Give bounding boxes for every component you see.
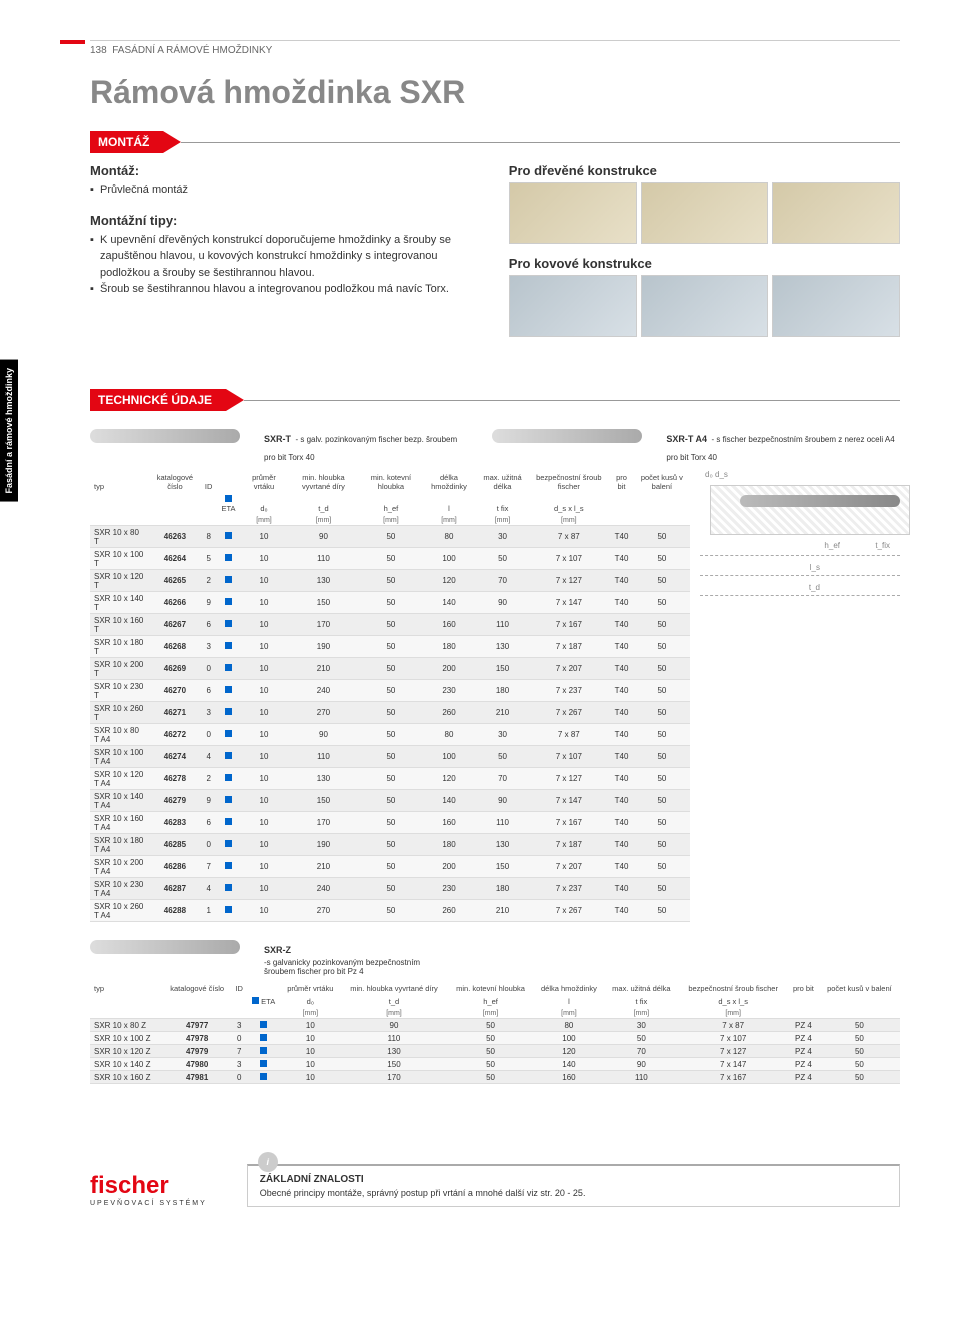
- footer: fischer UPEVŇOVACÍ SYSTÉMY ZÁKLADNÍ ZNAL…: [90, 1144, 900, 1207]
- montaz-item: Průvlečná montáž: [90, 182, 479, 199]
- page-number: 138: [90, 45, 107, 56]
- section-arrow-2: [226, 389, 244, 411]
- header-rule: [90, 40, 900, 41]
- product1-title: SXR-T: [264, 434, 291, 444]
- table-row: SXR 10 x 200 T46269010210502001507 x 207…: [90, 658, 690, 680]
- table-row: SXR 10 x 230 T A446287410240502301807 x …: [90, 878, 690, 900]
- product1-image: [90, 429, 240, 443]
- product1b-image: [492, 429, 642, 443]
- tech-table-1: typkatalogové čísloIDprůměr vrtákumin. h…: [90, 471, 690, 922]
- table-row: SXR 10 x 260 T46271310270502602107 x 267…: [90, 702, 690, 724]
- tipy-list: K upevnění dřevěných konstrukcí doporuču…: [90, 232, 479, 298]
- metal-img-1: [509, 275, 637, 337]
- tipy-item: Šroub se šestihrannou hlavou a integrova…: [90, 281, 479, 298]
- section-line-2: [244, 400, 900, 401]
- knowledge-title: ZÁKLADNÍ ZNALOSTI: [260, 1174, 887, 1185]
- wood-img-2: [641, 182, 769, 244]
- table-row: SXR 10 x 140 T4626691015050140907 x 147T…: [90, 592, 690, 614]
- product1-header: SXR-T - s galv. pozinkovaným fischer bez…: [90, 429, 900, 465]
- section-tech: TECHNICKÉ ÚDAJE: [90, 389, 900, 411]
- table-row: SXR 10 x 160 T A446283610170501601107 x …: [90, 812, 690, 834]
- table-row: SXR 10 x 100 T A44627441011050100507 x 1…: [90, 746, 690, 768]
- page-category: FASÁDNÍ A RÁMOVÉ HMOŽDINKY: [112, 45, 272, 56]
- montaz-list: Průvlečná montáž: [90, 182, 479, 199]
- knowledge-box: ZÁKLADNÍ ZNALOSTI Obecné principy montáž…: [247, 1164, 900, 1207]
- metal-heading: Pro kovové konstrukce: [509, 256, 900, 271]
- table-row: SXR 10 x 160 T46267610170501601107 x 167…: [90, 614, 690, 636]
- metal-img-2: [641, 275, 769, 337]
- product2-header: SXR-Z -s galvanicky pozinkovaným bezpečn…: [90, 940, 900, 976]
- table-row: SXR 10 x 80 Z47977310905080307 x 87PZ 45…: [90, 1019, 900, 1032]
- wood-img-1: [509, 182, 637, 244]
- section-montaz: MONTÁŽ: [90, 131, 900, 153]
- page-title: Rámová hmoždinka SXR: [90, 74, 900, 111]
- metal-img-3: [772, 275, 900, 337]
- tipy-heading: Montážní tipy:: [90, 213, 479, 228]
- section-tech-label: TECHNICKÉ ÚDAJE: [90, 389, 226, 411]
- table-row: SXR 10 x 160 Z47981010170501601107 x 167…: [90, 1071, 900, 1084]
- product1b-title: SXR-T A4: [666, 434, 707, 444]
- page-header: 138 FASÁDNÍ A RÁMOVÉ HMOŽDINKY: [90, 45, 900, 56]
- logo: fischer: [90, 1172, 207, 1200]
- tipy-item: K upevnění dřevěných konstrukcí doporuču…: [90, 232, 479, 282]
- wood-img-3: [772, 182, 900, 244]
- product2-desc: -s galvanicky pozinkovaným bezpečnostním…: [264, 958, 424, 976]
- side-tab: Fasádní a rámové hmoždinky: [0, 360, 18, 502]
- table-row: SXR 10 x 260 T A446288110270502602107 x …: [90, 900, 690, 922]
- table-row: SXR 10 x 140 Z4798031015050140907 x 147P…: [90, 1058, 900, 1071]
- product2-title: SXR-Z: [264, 945, 291, 955]
- section-montaz-label: MONTÁŽ: [90, 131, 163, 153]
- wood-images: [509, 182, 900, 244]
- table-row: SXR 10 x 100 T4626451011050100507 x 107T…: [90, 548, 690, 570]
- wood-heading: Pro dřevěné konstrukce: [509, 163, 900, 178]
- table-row: SXR 10 x 230 T46270610240502301807 x 237…: [90, 680, 690, 702]
- montaz-heading: Montáž:: [90, 163, 479, 178]
- tech-table-2: typkatalogové čísloIDprůměr vrtákumin. h…: [90, 982, 900, 1084]
- table-row: SXR 10 x 200 T A446286710210502001507 x …: [90, 856, 690, 878]
- product1-desc: - s galv. pozinkovaným fischer bezp. šro…: [264, 435, 457, 462]
- dimension-diagram: d₀ d_s h_ef t_fix l_s t_d: [700, 465, 900, 605]
- table-row: SXR 10 x 80 T A446272010905080307 x 87T4…: [90, 724, 690, 746]
- metal-images: [509, 275, 900, 337]
- table-row: SXR 10 x 80 T46263810905080307 x 87T4050: [90, 526, 690, 548]
- table-row: SXR 10 x 180 T46268310190501801307 x 187…: [90, 636, 690, 658]
- table-row: SXR 10 x 120 T A44627821013050120707 x 1…: [90, 768, 690, 790]
- section-arrow: [163, 131, 181, 153]
- section-line: [181, 142, 900, 143]
- knowledge-text: Obecné principy montáže, správný postup …: [260, 1188, 887, 1198]
- table-row: SXR 10 x 100 Z4797801011050100507 x 107P…: [90, 1032, 900, 1045]
- table-row: SXR 10 x 140 T A44627991015050140907 x 1…: [90, 790, 690, 812]
- logo-block: fischer UPEVŇOVACÍ SYSTÉMY: [90, 1172, 207, 1207]
- table-row: SXR 10 x 120 Z4797971013050120707 x 127P…: [90, 1045, 900, 1058]
- table-row: SXR 10 x 120 T4626521013050120707 x 127T…: [90, 570, 690, 592]
- logo-sub: UPEVŇOVACÍ SYSTÉMY: [90, 1200, 207, 1207]
- table-row: SXR 10 x 180 T A446285010190501801307 x …: [90, 834, 690, 856]
- product2-image: [90, 940, 240, 954]
